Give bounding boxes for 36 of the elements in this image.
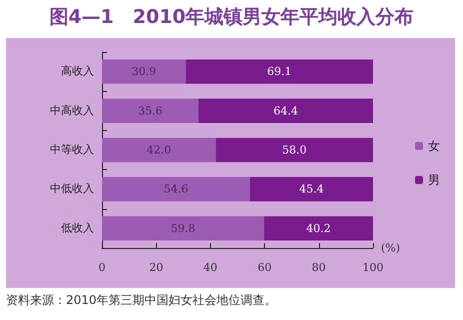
data-label: 42.0 [146,144,172,156]
bar [102,98,198,123]
y-tick-label: 中等收入 [50,143,94,156]
data-label: 64.4 [273,104,298,118]
data-label: 40.2 [306,222,331,235]
data-label: 54.6 [164,182,188,196]
y-tick-label: 低收入 [61,221,94,234]
legend-label: 女 [428,139,440,153]
data-label: 45.4 [299,182,324,196]
x-axis-title: (%) [381,242,400,254]
legend-label: 男 [428,173,440,187]
x-tick-label: 40 [203,261,218,274]
bar [102,138,216,162]
y-tick-label: 中高收入 [50,104,94,117]
data-label: 35.6 [138,104,162,118]
x-tick-label: 60 [258,261,272,274]
y-tick-label: 中低收入 [50,182,94,196]
data-label: 59.8 [170,222,196,235]
bar [264,216,373,241]
x-tick-label: 0 [98,261,106,274]
y-tick-label: 高收入 [61,64,94,78]
bar [102,177,250,202]
x-tick-label: 20 [149,261,164,274]
bar [102,216,264,241]
bar [102,59,186,84]
x-tick-label: 100 [362,261,384,274]
text: 资料来源：2010年第三期中国妇女社会地位调查。 [6,292,277,309]
x-tick-label: 80 [312,261,326,274]
bar [198,98,373,123]
chart-title: 图4—1 2010年城镇男女年平均收入分布 [48,5,415,30]
data-label: 30.9 [132,65,156,78]
bar [186,59,373,84]
bar [216,138,373,162]
bar [250,177,373,202]
data-label: 69.1 [267,65,292,78]
data-label: 58.0 [282,144,307,156]
